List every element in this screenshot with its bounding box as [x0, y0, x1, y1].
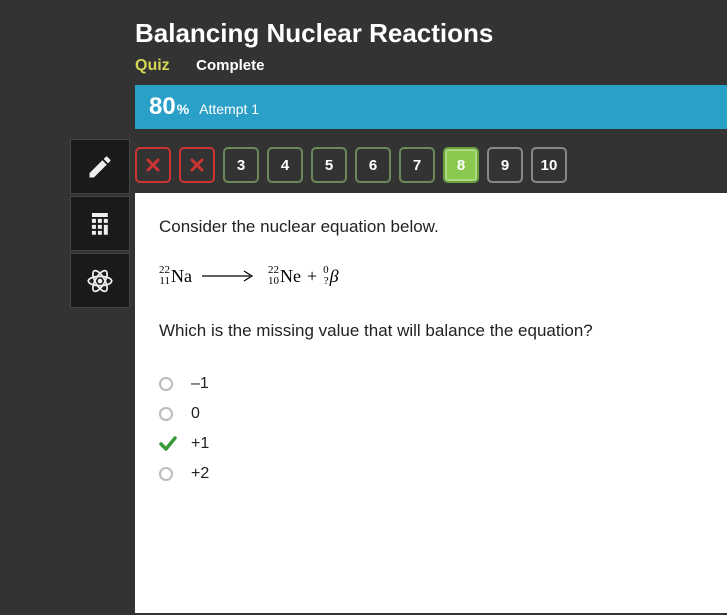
check-icon: [159, 435, 177, 453]
x-icon: [190, 158, 204, 172]
page-title: Balancing Nuclear Reactions: [135, 18, 727, 49]
question-nav-6[interactable]: 6: [355, 147, 391, 183]
plus-sign: +: [307, 266, 317, 287]
nuclide-left: 22 11 Na: [159, 265, 192, 287]
element-symbol: Ne: [280, 266, 301, 287]
answer-option-4[interactable]: +2: [159, 459, 703, 489]
question-nav-9[interactable]: 9: [487, 147, 523, 183]
subtitle-row: Quiz Complete: [135, 57, 727, 75]
quiz-label: Quiz: [135, 57, 170, 74]
question-nav-10[interactable]: 10: [531, 147, 567, 183]
option-text: +1: [191, 435, 209, 453]
question-nav-4[interactable]: 4: [267, 147, 303, 183]
question-panel: Consider the nuclear equation below. 22 …: [135, 193, 727, 613]
atom-tool-button[interactable]: [70, 253, 130, 308]
main-row: 345678910 Consider the nuclear equation …: [0, 139, 727, 613]
calculator-tool-button[interactable]: [70, 196, 130, 251]
tool-column: [70, 139, 130, 613]
atomic-number: 10: [268, 276, 279, 287]
score-value: 80: [149, 93, 176, 121]
radio-icon: [159, 377, 173, 391]
answer-options: –1 0 +1 +2: [159, 369, 703, 489]
answer-option-1[interactable]: –1: [159, 369, 703, 399]
particle-symbol: β: [330, 266, 339, 287]
question-prompt-1: Consider the nuclear equation below.: [159, 217, 703, 237]
option-text: –1: [191, 375, 209, 393]
question-nav-5[interactable]: 5: [311, 147, 347, 183]
atom-icon: [86, 267, 114, 295]
question-prompt-2: Which is the missing value that will bal…: [159, 321, 703, 341]
atomic-number: ?: [323, 276, 329, 287]
answer-option-3[interactable]: +1: [159, 429, 703, 459]
question-nav-1[interactable]: [135, 147, 171, 183]
x-icon: [146, 158, 160, 172]
reaction-arrow: [202, 266, 258, 287]
status-label: Complete: [196, 57, 264, 74]
nuclide-right-2: 0 ? β: [323, 265, 338, 287]
question-nav-3[interactable]: 3: [223, 147, 259, 183]
score-percent-symbol: %: [177, 101, 189, 117]
score-bar: 80 % Attempt 1: [135, 85, 727, 129]
calculator-icon: [86, 210, 114, 238]
option-text: +2: [191, 465, 209, 483]
pencil-tool-button[interactable]: [70, 139, 130, 194]
question-nav: 345678910: [135, 139, 727, 193]
option-text: 0: [191, 405, 200, 423]
pencil-icon: [86, 153, 114, 181]
radio-icon: [159, 407, 173, 421]
question-nav-8[interactable]: 8: [443, 147, 479, 183]
attempt-label: Attempt 1: [199, 101, 259, 117]
answer-option-2[interactable]: 0: [159, 399, 703, 429]
question-nav-2[interactable]: [179, 147, 215, 183]
header: Balancing Nuclear Reactions Quiz Complet…: [0, 0, 727, 75]
nuclear-equation: 22 11 Na 22 10 Ne +: [159, 265, 703, 287]
nuclide-right-1: 22 10 Ne: [268, 265, 301, 287]
element-symbol: Na: [171, 266, 192, 287]
atomic-number: 11: [159, 276, 170, 287]
radio-icon: [159, 467, 173, 481]
question-nav-7[interactable]: 7: [399, 147, 435, 183]
content-column: 345678910 Consider the nuclear equation …: [135, 139, 727, 613]
